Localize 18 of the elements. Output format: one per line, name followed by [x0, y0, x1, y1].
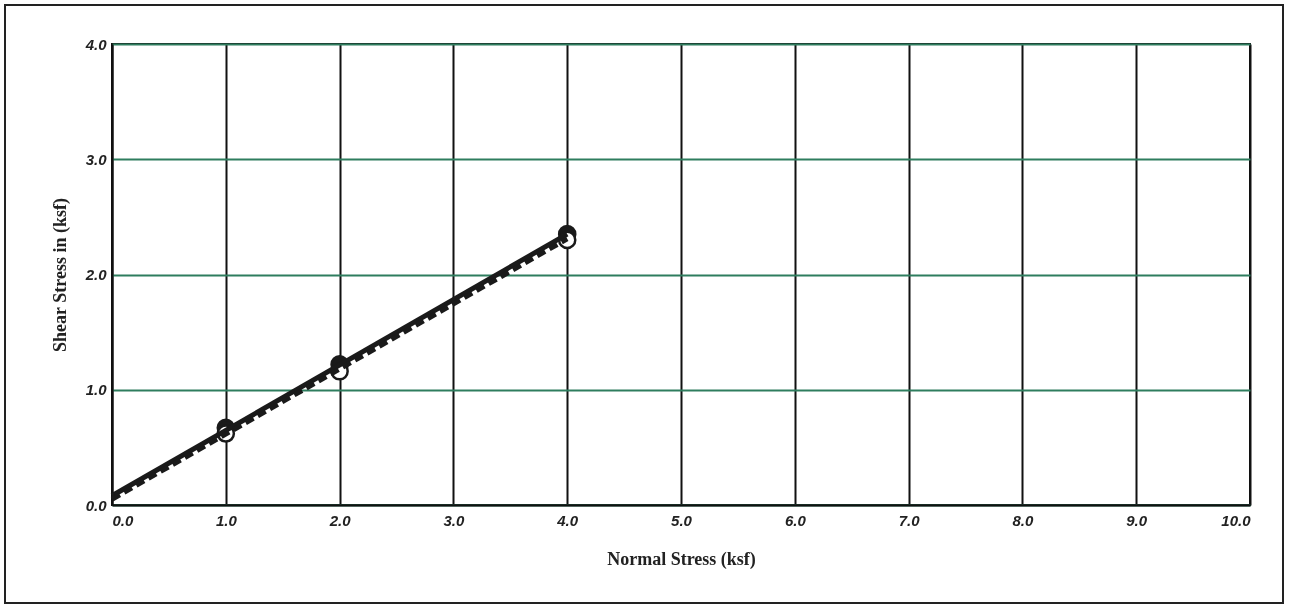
x-tick-label: 5.0 [671, 511, 693, 529]
x-tick-label: 3.0 [443, 511, 465, 529]
x-tick-label: 2.0 [328, 511, 352, 529]
y-tick-label: 0.0 [85, 496, 108, 514]
x-tick-label: 7.0 [898, 511, 921, 529]
x-tick-label: 0.0 [112, 511, 135, 529]
y-axis-title: Shear Stress in (ksf) [49, 198, 71, 352]
x-tick-label: 6.0 [784, 511, 807, 529]
x-tick-label: 10.0 [1221, 511, 1252, 529]
y-tick-label: 2.0 [84, 266, 108, 283]
x-axis-title: Normal Stress (ksf) [607, 548, 756, 570]
y-tick-label: 4.0 [84, 35, 108, 53]
x-tick-label: 9.0 [1126, 511, 1148, 529]
y-tick-label: 1.0 [85, 381, 108, 399]
y-tick-label: 3.0 [85, 150, 108, 168]
x-tick-label: 8.0 [1012, 511, 1034, 529]
x-tick-label: 1.0 [215, 511, 238, 529]
x-tick-label: 4.0 [556, 511, 579, 529]
